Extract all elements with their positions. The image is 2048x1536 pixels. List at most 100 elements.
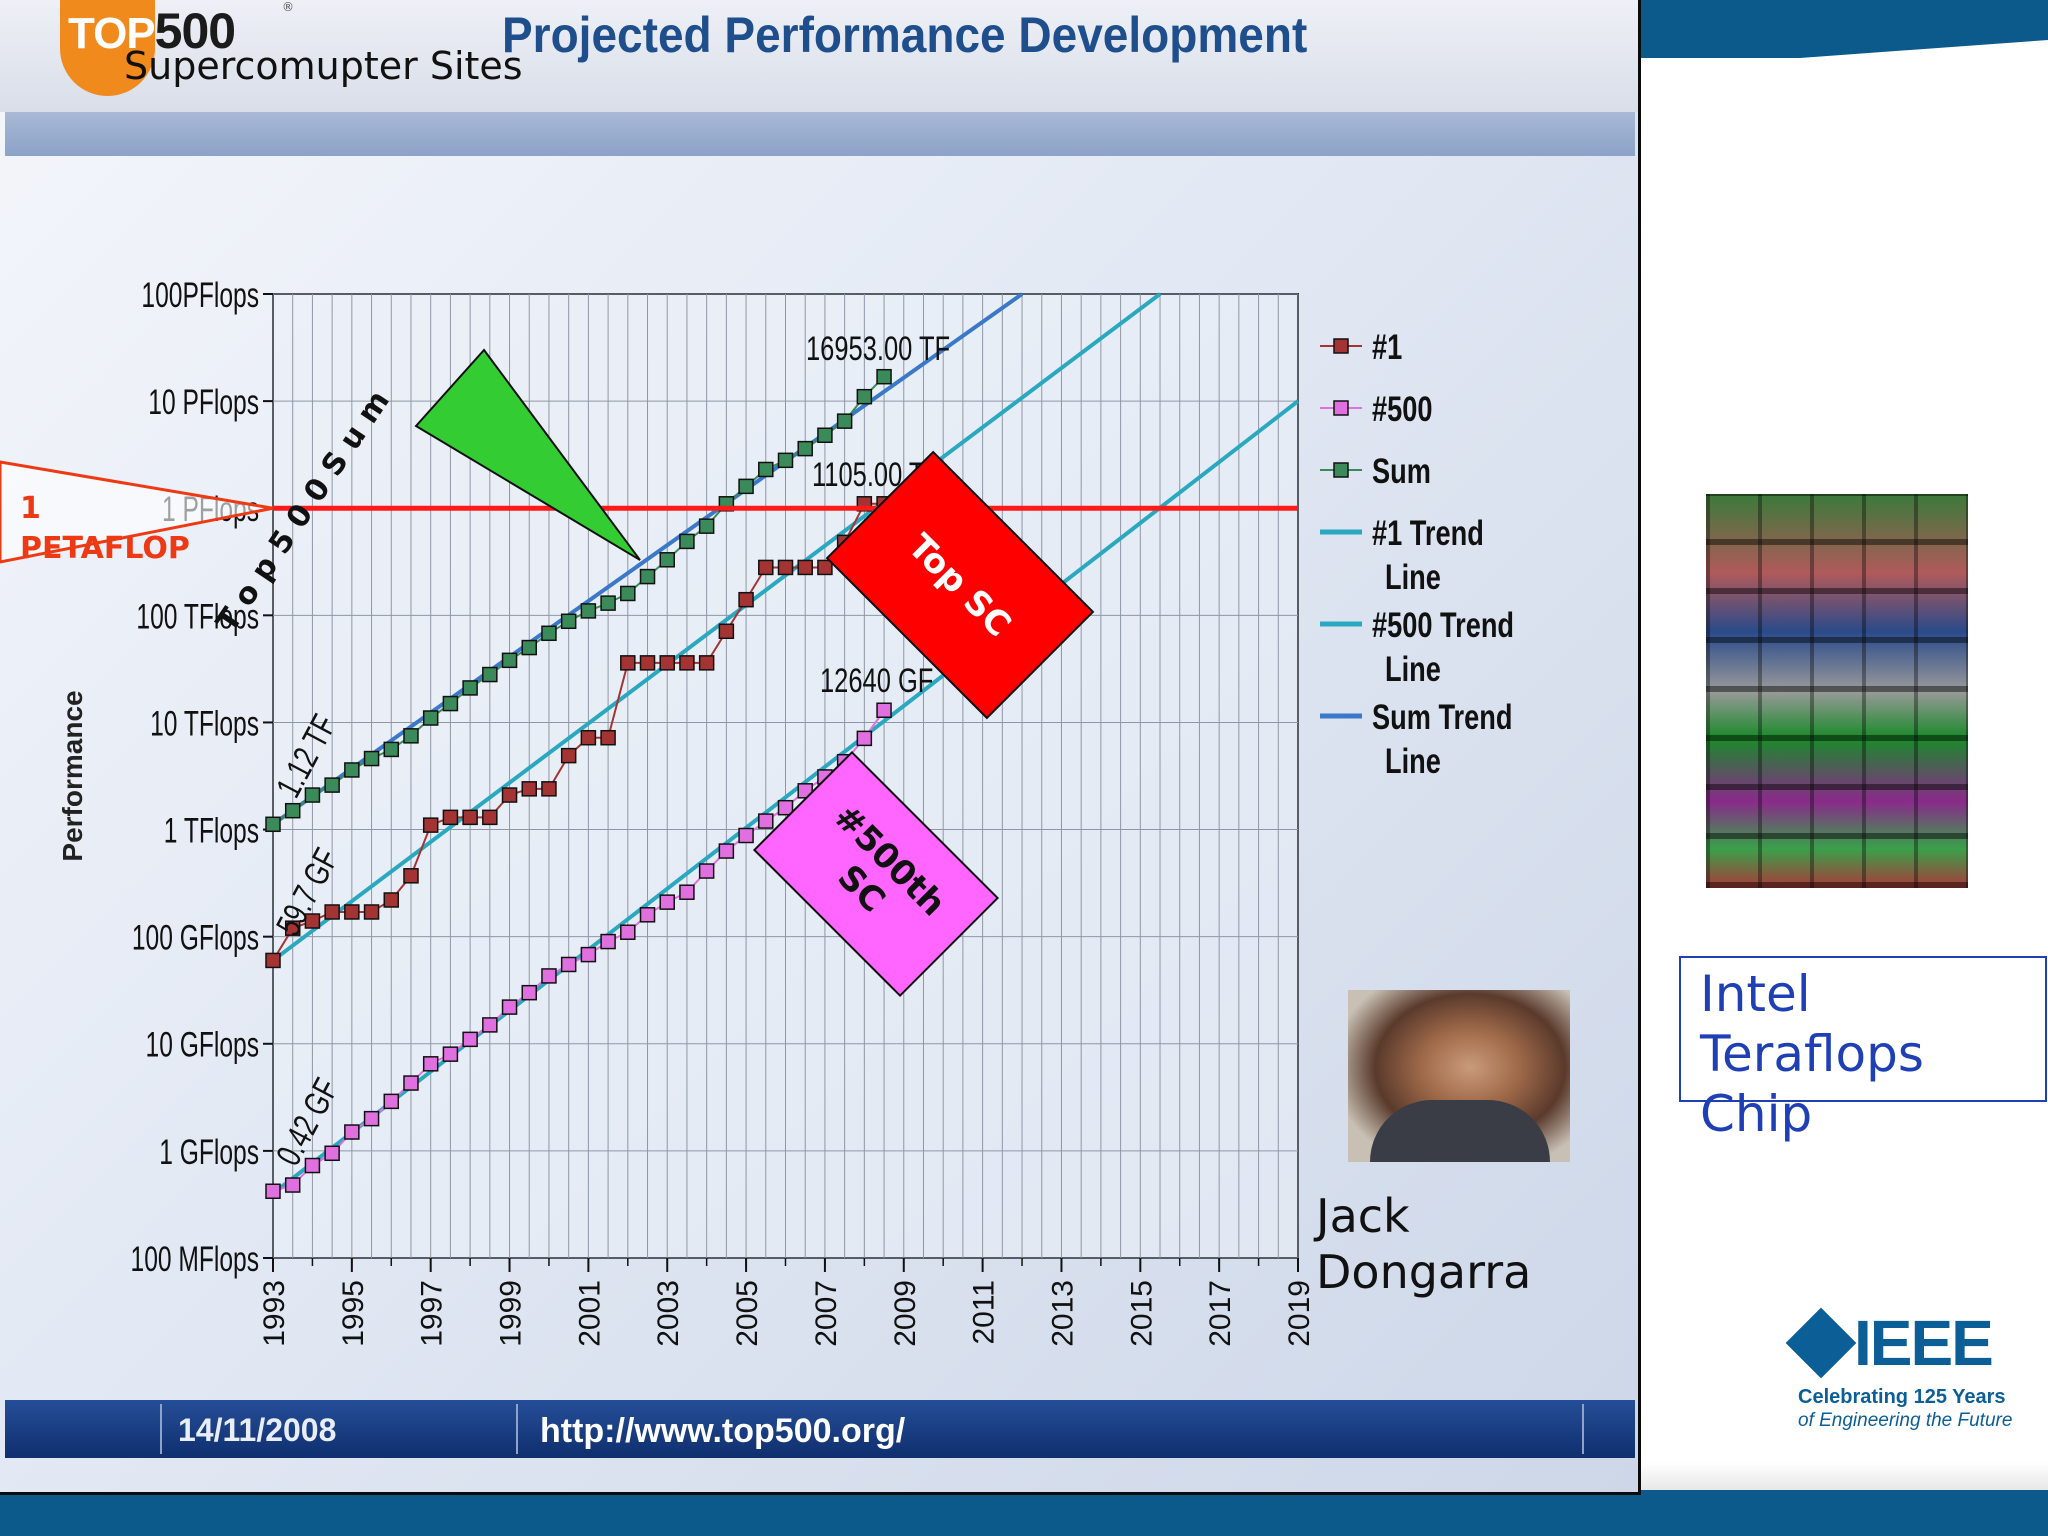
legend-label: Sum Trend bbox=[1372, 698, 1512, 737]
data-point bbox=[738, 591, 754, 608]
legend-label: #500 Trend bbox=[1372, 606, 1514, 645]
data-point bbox=[442, 809, 459, 826]
panel-header-strip bbox=[5, 112, 1635, 156]
data-point bbox=[265, 816, 281, 833]
x-tick-label: 2019 bbox=[1283, 1280, 1316, 1347]
x-tick-label: 2009 bbox=[889, 1280, 922, 1347]
y-tick-label: 100 GFlops bbox=[132, 918, 259, 957]
y-tick-label: 100PFlops bbox=[141, 276, 259, 315]
panel-header bbox=[0, 0, 1638, 112]
chart-grid bbox=[272, 293, 1299, 1259]
data-point bbox=[856, 388, 873, 405]
data-label-500-max: 12640 GF bbox=[820, 662, 933, 700]
data-point bbox=[600, 933, 616, 950]
top500-logo: TOP500 bbox=[68, 2, 236, 60]
data-point bbox=[600, 595, 616, 611]
x-tick-label: 2017 bbox=[1204, 1280, 1237, 1347]
data-label-sum-max: 16953.00 TF bbox=[806, 330, 950, 368]
data-point bbox=[304, 1157, 321, 1174]
x-tick-label: 1997 bbox=[416, 1280, 449, 1347]
data-point bbox=[758, 461, 774, 478]
data-point bbox=[284, 1177, 301, 1193]
data-point bbox=[876, 702, 892, 718]
data-point bbox=[600, 729, 616, 746]
footer-separator bbox=[516, 1404, 518, 1454]
data-point bbox=[383, 892, 400, 908]
data-point bbox=[679, 884, 695, 900]
data-point bbox=[462, 1031, 478, 1048]
legend-label-line2: Line bbox=[1385, 742, 1441, 781]
chip-caption: Intel Teraflops Chip bbox=[1700, 965, 1924, 1143]
legend-label-line2: Line bbox=[1385, 650, 1441, 689]
legend-swatch-marker bbox=[1333, 462, 1349, 478]
data-point bbox=[482, 666, 498, 683]
data-point bbox=[265, 952, 281, 969]
data-point bbox=[620, 655, 636, 671]
data-point bbox=[383, 1093, 400, 1110]
data-point bbox=[836, 413, 853, 429]
data-point bbox=[817, 559, 833, 576]
data-point bbox=[738, 478, 754, 495]
data-point bbox=[462, 809, 478, 826]
data-point bbox=[482, 1017, 498, 1033]
data-point bbox=[620, 924, 636, 940]
data-point bbox=[639, 655, 656, 671]
data-point bbox=[738, 827, 754, 844]
legend-label: #500 bbox=[1372, 390, 1432, 429]
petaflop-label-number: 1 bbox=[20, 491, 41, 526]
data-point bbox=[817, 427, 833, 444]
data-point bbox=[284, 802, 301, 819]
slide-bottom-band bbox=[0, 1490, 2048, 1536]
data-point bbox=[422, 710, 439, 726]
person-caption: Jack Dongarra bbox=[1316, 1188, 1531, 1300]
panel-footer bbox=[5, 1400, 1635, 1458]
intel-caption-box bbox=[1679, 956, 2047, 1102]
data-point bbox=[718, 843, 735, 859]
y-tick-label: 10 PFlops bbox=[148, 383, 259, 422]
jack-dongarra-photo-body bbox=[1370, 1100, 1550, 1162]
data-point bbox=[698, 655, 715, 671]
footer-date: 14/11/2008 bbox=[178, 1412, 337, 1448]
data-point bbox=[383, 741, 400, 758]
data-point bbox=[324, 1145, 340, 1162]
data-point bbox=[560, 956, 577, 973]
x-tick-label: 1995 bbox=[337, 1280, 370, 1347]
data-point bbox=[541, 625, 557, 642]
data-point bbox=[363, 904, 380, 920]
sites-label: Supercomupter Sites bbox=[124, 44, 523, 88]
data-point bbox=[679, 533, 695, 550]
x-tick-label: 2013 bbox=[1046, 1280, 1079, 1347]
data-point bbox=[344, 1124, 360, 1140]
data-point bbox=[521, 781, 537, 797]
y-tick-label: 1 TFlops bbox=[164, 811, 259, 850]
person-last-name: Dongarra bbox=[1316, 1245, 1532, 1299]
intel-teraflops-chip-image bbox=[1706, 494, 1968, 888]
x-tick-label: 2001 bbox=[573, 1280, 606, 1347]
data-point bbox=[758, 813, 774, 829]
legend-label-line2: Line bbox=[1385, 558, 1441, 597]
petaflop-label-word: PETAFLOP bbox=[20, 531, 190, 566]
top-sc-callout-box bbox=[825, 450, 1095, 720]
data-point bbox=[580, 603, 597, 619]
chart-legend: #1 #500 Sum #1 Trend Line #500 Trend Line Sum T… bbox=[1320, 328, 1514, 781]
y-tick-label: 1 GFlops bbox=[159, 1133, 259, 1172]
x-tick-label: 1993 bbox=[258, 1280, 291, 1347]
trend-line bbox=[271, 292, 1024, 826]
top-sc-callout: Top SC bbox=[825, 450, 1095, 720]
data-point bbox=[560, 747, 577, 764]
footer-url-link[interactable]: http://www.top500.org/ bbox=[540, 1412, 906, 1450]
data-point bbox=[501, 999, 518, 1015]
data-point bbox=[541, 781, 557, 797]
data-point bbox=[698, 863, 715, 879]
y-tick-label: 10 TFlops bbox=[150, 704, 259, 743]
footer-separator bbox=[1582, 1404, 1584, 1454]
data-point bbox=[403, 728, 419, 744]
footer-separator bbox=[160, 1404, 162, 1454]
legend-label: #1 Trend bbox=[1372, 514, 1484, 553]
logo-word: TOP bbox=[68, 9, 156, 58]
top500-logo-icon bbox=[60, 0, 155, 96]
legend-swatch-marker bbox=[1333, 338, 1349, 354]
